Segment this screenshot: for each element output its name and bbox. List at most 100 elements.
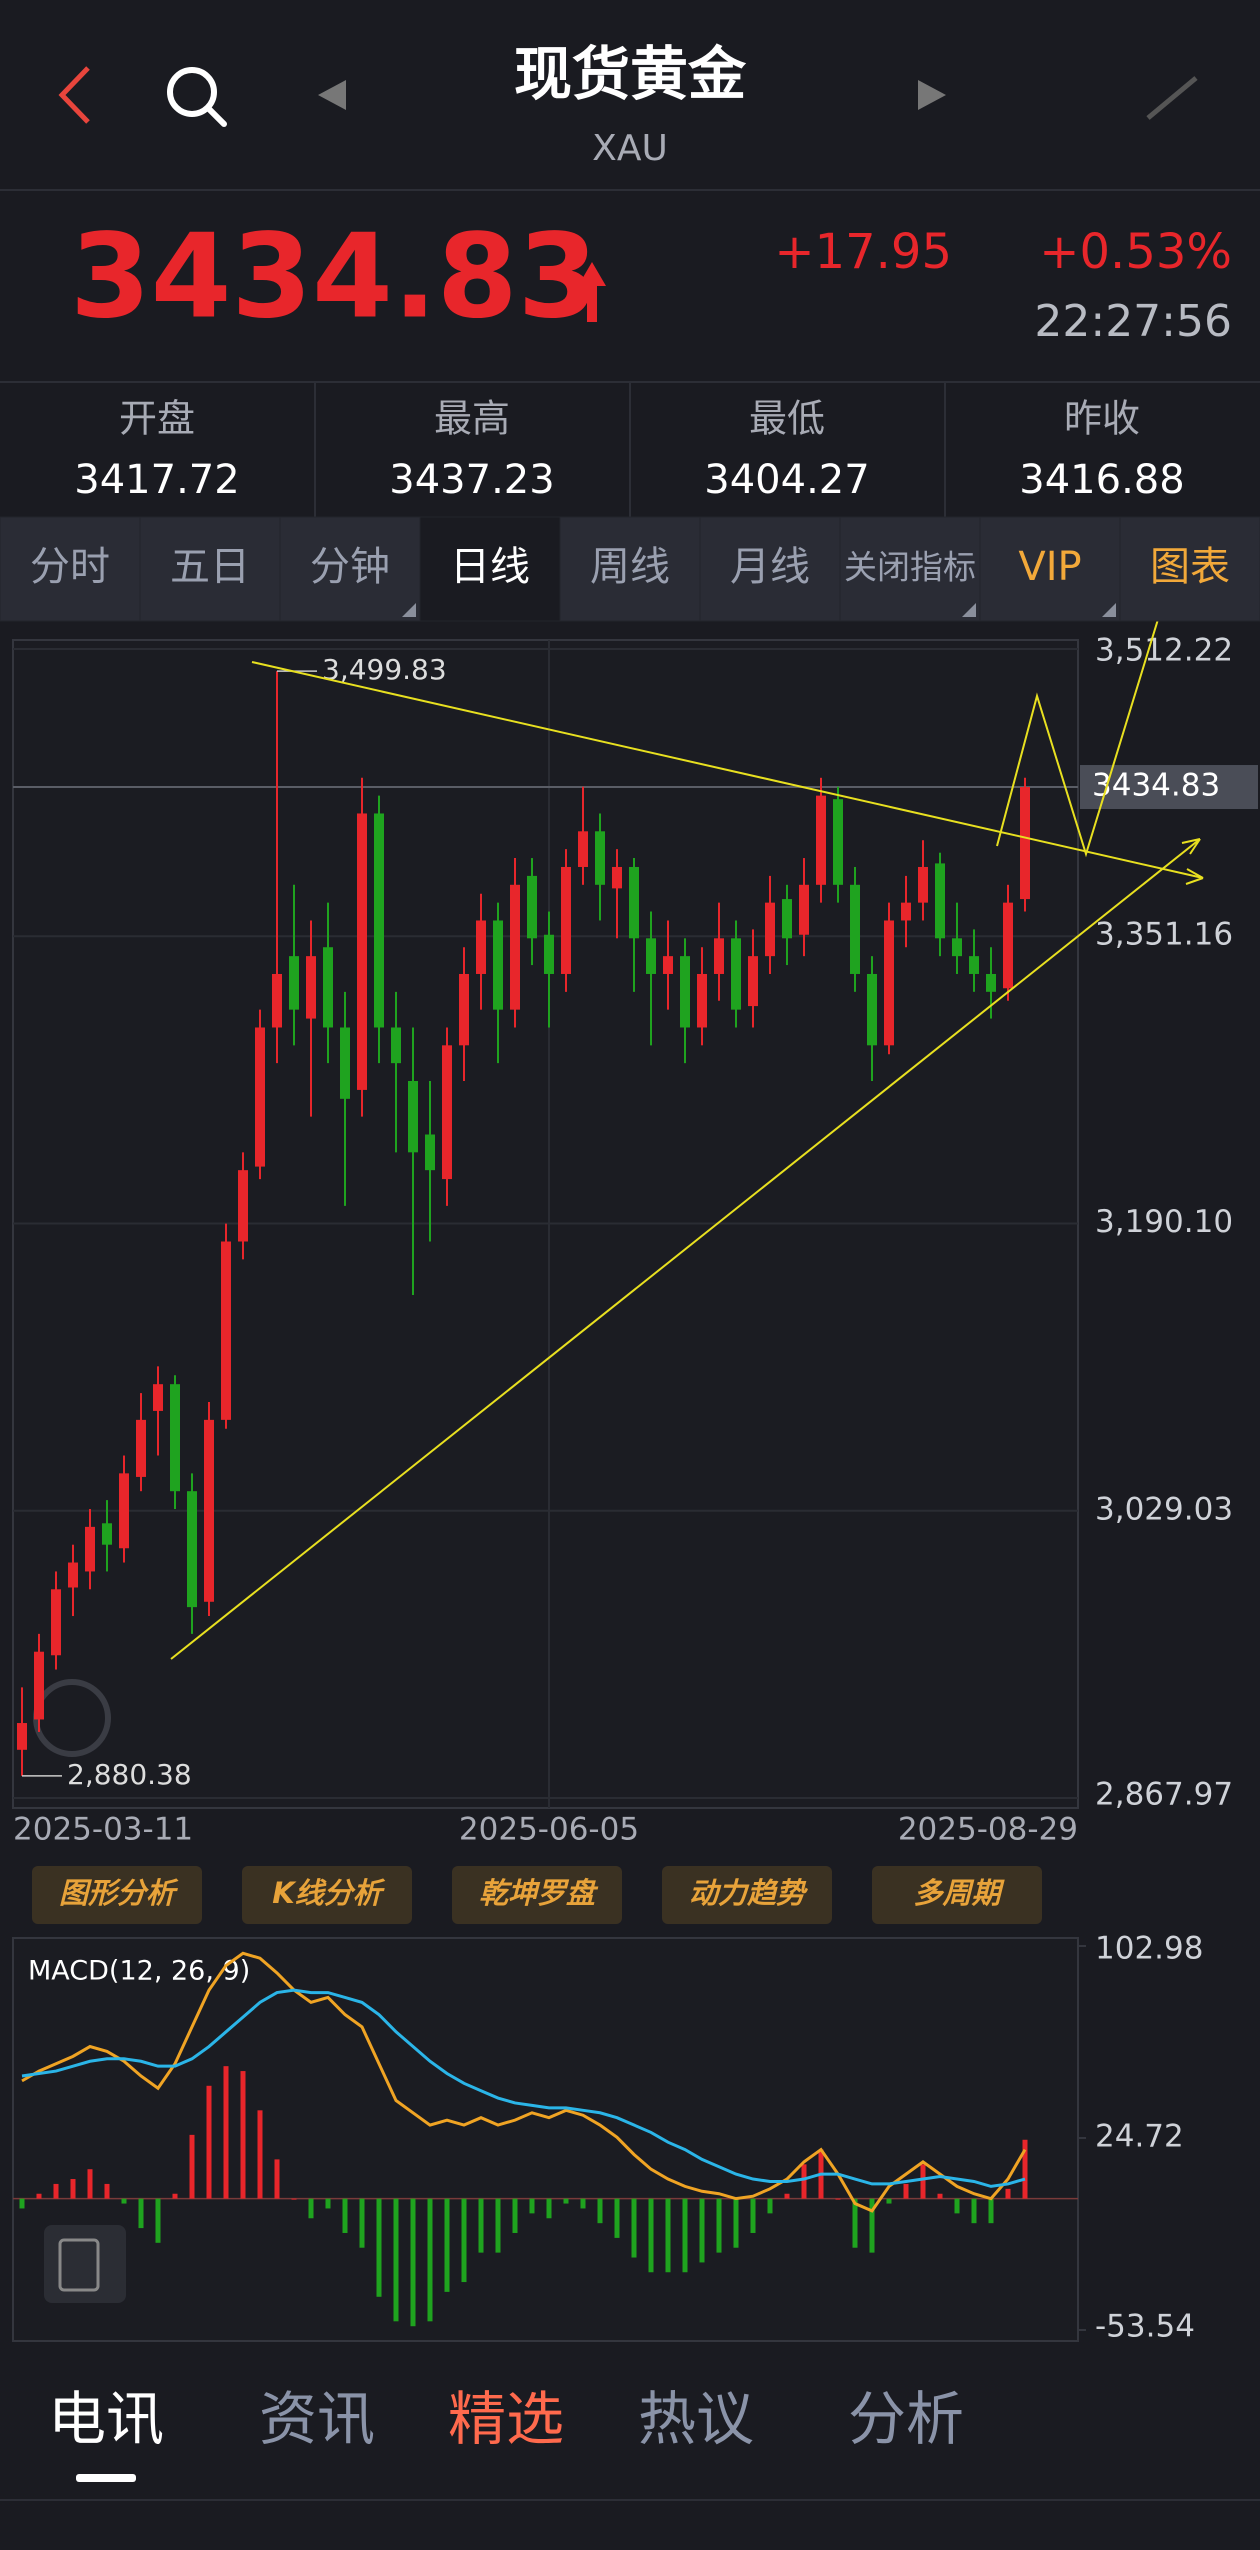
macd-bar xyxy=(546,2198,552,2219)
candle-body xyxy=(867,973,877,1046)
x-tick-label: 2025-08-29 xyxy=(898,1812,1078,1848)
tool-label[interactable]: K线分析 xyxy=(272,1876,385,1910)
search-icon-handle xyxy=(205,105,227,127)
x-tick-label: 2025-06-05 xyxy=(459,1812,639,1848)
macd-bar xyxy=(155,2198,161,2243)
candle-body xyxy=(221,1241,231,1420)
macd-bar xyxy=(733,2198,739,2248)
draw-button[interactable] xyxy=(1146,76,1198,120)
macd-bar xyxy=(359,2198,365,2248)
tab[interactable]: 分时 xyxy=(30,544,110,590)
candle-body xyxy=(323,947,333,1028)
tool-label[interactable]: 多周期 xyxy=(913,1876,1005,1910)
up-arrow xyxy=(578,262,606,322)
macd-bar xyxy=(495,2198,501,2253)
y-tick-label: 3,190.10 xyxy=(1095,1204,1233,1240)
price: 3434.83 xyxy=(70,210,598,345)
candle-body xyxy=(782,899,792,939)
nav-tab[interactable]: 资讯 xyxy=(259,2385,375,2453)
nav-tab[interactable]: 电讯 xyxy=(48,2385,164,2453)
back-button[interactable] xyxy=(58,66,90,124)
tab[interactable]: 五日 xyxy=(170,544,250,590)
candle-body xyxy=(884,920,894,1046)
macd-bar xyxy=(87,2169,93,2199)
macd-bar xyxy=(580,2198,586,2209)
macd-bar xyxy=(852,2198,858,2248)
tool-label[interactable]: 乾坤罗盘 xyxy=(479,1876,599,1910)
tool-button[interactable] xyxy=(662,1866,832,1924)
macd-bar xyxy=(427,2198,433,2322)
tool-button[interactable] xyxy=(452,1866,622,1924)
nav-tab[interactable]: 分析 xyxy=(848,2385,964,2453)
candle-body xyxy=(85,1526,95,1572)
candle-body xyxy=(476,920,486,974)
tab[interactable]: 分钟 xyxy=(310,544,390,590)
nav-tab[interactable]: 热议 xyxy=(638,2385,754,2453)
macd-bar xyxy=(835,2198,841,2200)
macd-bar xyxy=(223,2066,229,2199)
y-tick-label: 24.72 xyxy=(1095,2119,1184,2155)
candle-body xyxy=(731,938,741,1010)
tool-button[interactable] xyxy=(242,1866,412,1924)
candle-body xyxy=(901,902,911,921)
annotation: 3,499.83 xyxy=(322,653,447,686)
prev-button[interactable] xyxy=(318,80,346,110)
stat-label: 昨收 xyxy=(1064,397,1140,441)
candle-body xyxy=(68,1562,78,1588)
tool-label[interactable]: 动力趋势 xyxy=(689,1876,808,1910)
search-button[interactable] xyxy=(167,67,227,127)
tab[interactable]: 图表 xyxy=(1150,544,1230,590)
last-price-tag-bg xyxy=(1080,765,1258,810)
candle-body xyxy=(289,956,299,1010)
rotate-button[interactable] xyxy=(44,2225,126,2303)
macd-bar xyxy=(478,2198,484,2253)
change: +17.95 xyxy=(774,224,952,280)
macd-bar xyxy=(529,2198,535,2214)
candle-body xyxy=(425,1134,435,1171)
tab-corner xyxy=(1102,603,1116,617)
tab[interactable]: 关闭指标 xyxy=(844,548,976,587)
candle-body xyxy=(510,884,520,1010)
y-tick-label: 3,512.22 xyxy=(1095,633,1233,669)
candle-body xyxy=(663,956,673,974)
candle-body xyxy=(340,1027,350,1099)
macd-bar xyxy=(70,2179,76,2199)
search-icon xyxy=(167,67,217,117)
candle-body xyxy=(442,1045,452,1180)
candle-body xyxy=(578,831,588,867)
trend-line xyxy=(251,661,1204,879)
candle-body xyxy=(374,813,384,1028)
candle-body xyxy=(697,973,707,1028)
candle-body xyxy=(935,863,945,939)
macd-bar xyxy=(206,2085,212,2199)
macd-bar xyxy=(903,2183,909,2199)
macd-bar xyxy=(716,2198,722,2253)
stat-label: 最高 xyxy=(434,397,510,441)
candle-body xyxy=(629,866,639,939)
title: 现货黄金 xyxy=(514,40,747,108)
next-button[interactable] xyxy=(918,80,946,110)
macd-bar xyxy=(172,2193,178,2199)
annotation: 2,880.38 xyxy=(67,1758,192,1791)
tab[interactable]: 月线 xyxy=(730,544,810,590)
candle-body xyxy=(34,1651,44,1720)
candle-body xyxy=(357,813,367,1090)
tab[interactable]: 日线 xyxy=(450,544,530,590)
macd-bar xyxy=(937,2193,943,2199)
macd-bar xyxy=(257,2110,263,2199)
macd-bar xyxy=(53,2183,59,2199)
tab[interactable]: VIP xyxy=(1018,544,1081,590)
tool-label[interactable]: 图形分析 xyxy=(59,1876,179,1910)
nav-tab[interactable]: 精选 xyxy=(448,2385,564,2453)
trend-line xyxy=(170,838,1201,1660)
rotate-icon xyxy=(58,2238,100,2292)
candle-body xyxy=(51,1589,61,1656)
tab[interactable]: 周线 xyxy=(590,544,670,590)
tool-button[interactable] xyxy=(872,1866,1042,1924)
macd-bar xyxy=(597,2198,603,2224)
tool-button[interactable] xyxy=(32,1866,202,1924)
macd-bar xyxy=(767,2198,773,2214)
stat-value: 3417.72 xyxy=(74,457,239,503)
macd-bar xyxy=(665,2198,671,2273)
